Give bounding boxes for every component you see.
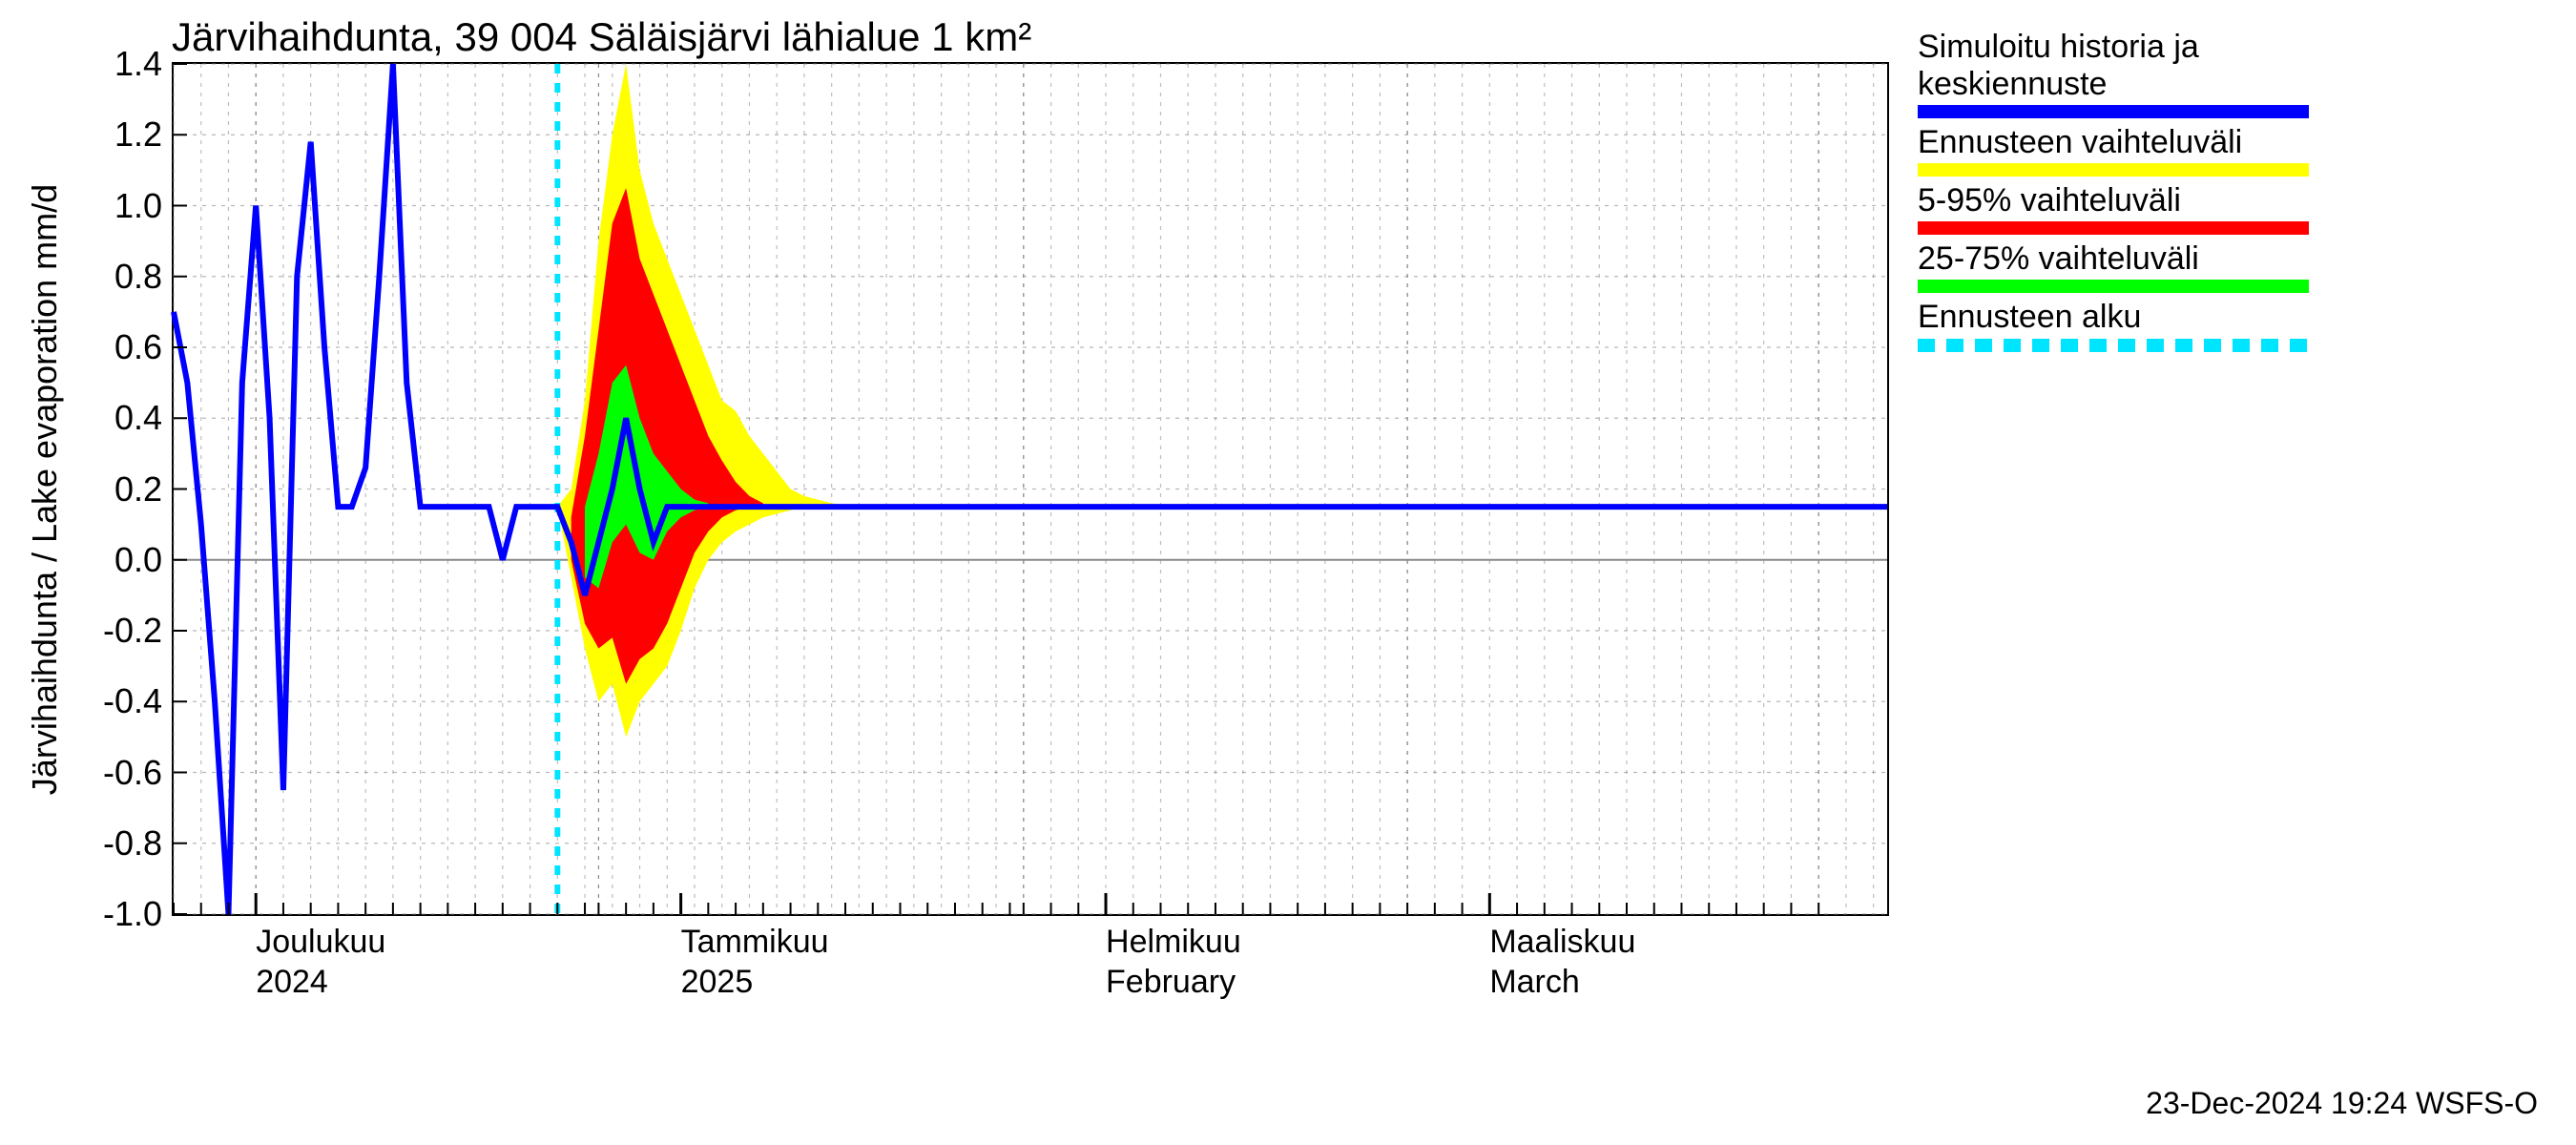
legend-item: 5-95% vaihteluväli: [1918, 182, 2547, 235]
y-tick-label: 0.0: [114, 540, 174, 580]
plot-area: Järvihaihdunta / Lake evaporation mm/d -…: [172, 62, 1889, 916]
legend-text: 25-75% vaihteluväli: [1918, 240, 2547, 278]
legend-text: Simuloitu historia ja keskiennuste: [1918, 29, 2547, 103]
y-tick-label: 1.4: [114, 44, 174, 84]
legend-text: Ennusteen vaihteluväli: [1918, 124, 2547, 161]
legend-swatch: [1918, 221, 2309, 235]
legend-text: Ennusteen alku: [1918, 299, 2547, 336]
legend-swatch: [1918, 339, 2309, 352]
legend-swatch: [1918, 105, 2309, 118]
figure: Järvihaihdunta, 39 004 Säläisjärvi lähia…: [0, 0, 2576, 1145]
x-sub-label: 2025: [681, 914, 754, 1001]
y-tick-label: 0.4: [114, 398, 174, 438]
x-sub-label: March: [1489, 914, 1579, 1001]
chart-title: Järvihaihdunta, 39 004 Säläisjärvi lähia…: [172, 14, 1031, 60]
y-tick-label: 1.0: [114, 186, 174, 226]
y-tick-label: -0.6: [103, 753, 174, 793]
x-sub-label: February: [1106, 914, 1236, 1001]
y-tick-label: 0.8: [114, 257, 174, 297]
legend-item: Simuloitu historia ja keskiennuste: [1918, 29, 2547, 118]
legend-swatch: [1918, 163, 2309, 177]
legend-item: 25-75% vaihteluväli: [1918, 240, 2547, 293]
footer-timestamp: 23-Dec-2024 19:24 WSFS-O: [2146, 1086, 2538, 1121]
chart-svg: [174, 64, 1887, 914]
y-tick-label: 0.2: [114, 469, 174, 510]
legend-item: Ennusteen alku: [1918, 299, 2547, 351]
y-tick-label: 1.2: [114, 114, 174, 155]
y-tick-label: -0.8: [103, 823, 174, 864]
legend-swatch: [1918, 280, 2309, 293]
y-tick-label: -0.4: [103, 681, 174, 721]
y-tick-label: -0.2: [103, 611, 174, 651]
legend-item: Ennusteen vaihteluväli: [1918, 124, 2547, 177]
y-axis-label: Järvihaihdunta / Lake evaporation mm/d: [25, 183, 65, 794]
legend-text: 5-95% vaihteluväli: [1918, 182, 2547, 219]
y-tick-label: 0.6: [114, 327, 174, 367]
legend: Simuloitu historia ja keskiennuste Ennust…: [1918, 29, 2547, 358]
y-tick-label: -1.0: [103, 894, 174, 934]
x-sub-label: 2024: [256, 914, 328, 1001]
